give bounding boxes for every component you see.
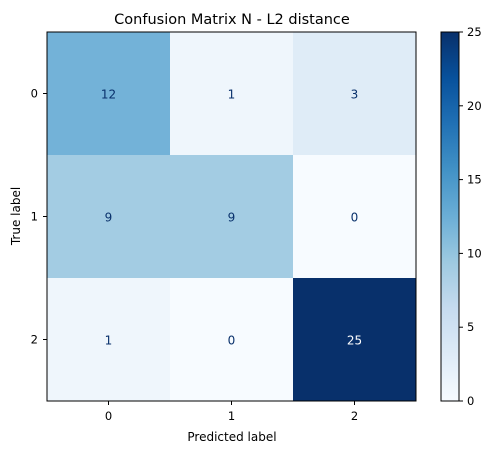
cell-value-label: 9 (228, 211, 236, 225)
heatmap-cell (170, 155, 293, 278)
colorbar-tick-label: 15 (467, 173, 482, 187)
heatmap-cell (293, 155, 416, 278)
y-axis-label: True label (9, 187, 23, 246)
chart-title: Confusion Matrix N - L2 distance (114, 12, 350, 28)
cell-value-label: 1 (105, 334, 113, 348)
heatmap-cell (293, 278, 416, 401)
cell-value-label: 9 (105, 211, 113, 225)
x-tick-label: 2 (351, 409, 358, 423)
y-tick-label: 1 (31, 210, 38, 224)
colorbar-tick-label: 5 (467, 320, 474, 334)
y-tick-label: 2 (31, 333, 38, 347)
cell-value-label: 12 (101, 88, 116, 102)
x-tick-label: 0 (105, 409, 112, 423)
heatmap-cell (170, 32, 293, 155)
cell-value-label: 25 (347, 334, 362, 348)
colorbar-tick-label: 25 (467, 25, 482, 39)
heatmap-cell (293, 32, 416, 155)
heatmap-cell (170, 278, 293, 401)
heatmap-cells: 12 1 3 9 9 0 1 0 25 (47, 32, 416, 401)
x-tick-label: 1 (228, 409, 235, 423)
x-axis-label: Predicted label (187, 430, 276, 444)
y-tick-label: 0 (31, 87, 38, 101)
cell-value-label: 0 (228, 334, 236, 348)
cell-value-label: 1 (228, 88, 236, 102)
colorbar-tick-label: 20 (467, 99, 482, 113)
colorbar: 0 5 10 15 20 25 (440, 25, 482, 408)
cell-value-label: 3 (351, 88, 359, 102)
heatmap-cell (47, 32, 170, 155)
heatmap-cell (47, 155, 170, 278)
heatmap-cell (47, 278, 170, 401)
colorbar-tick-label: 10 (467, 246, 482, 260)
colorbar-tick-label: 0 (467, 394, 474, 408)
colorbar-gradient (440, 31, 460, 402)
cell-value-label: 0 (351, 211, 359, 225)
